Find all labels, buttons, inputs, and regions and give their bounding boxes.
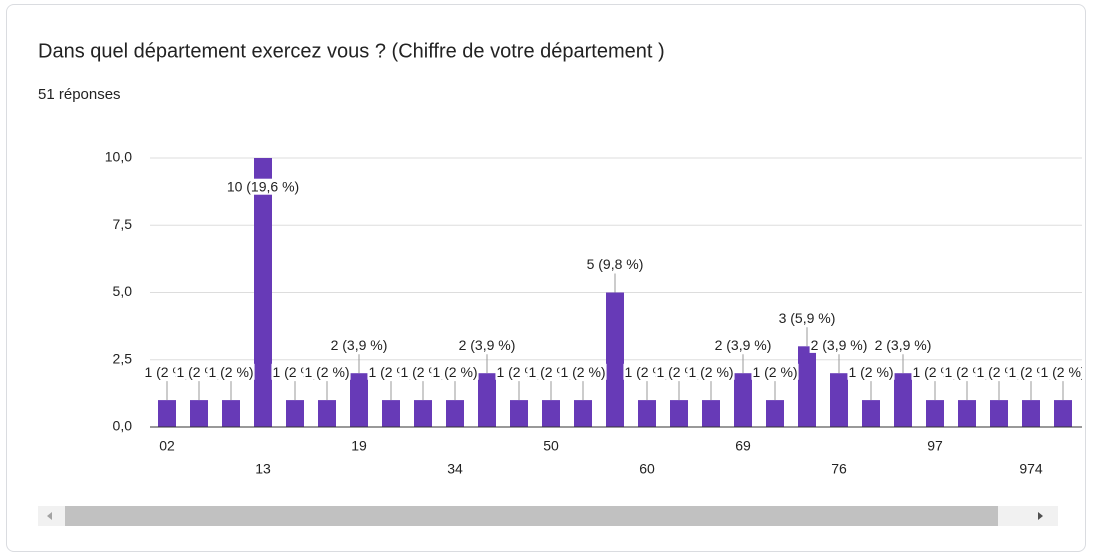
bar bbox=[542, 400, 560, 427]
data-label: 3 (5,9 %) bbox=[779, 310, 836, 326]
scroll-right[interactable] bbox=[1038, 512, 1043, 520]
data-label-bg bbox=[687, 363, 735, 380]
data-label-bg bbox=[809, 336, 869, 353]
scroll-left[interactable] bbox=[47, 512, 52, 520]
chart-title: Dans quel département exercez vous ? (Ch… bbox=[38, 40, 665, 62]
bar bbox=[350, 373, 368, 427]
x-tick-label: 69 bbox=[735, 438, 751, 454]
y-tick-label: 7,5 bbox=[113, 216, 133, 232]
data-label-bg bbox=[329, 336, 389, 353]
data-label-bg bbox=[585, 256, 645, 273]
data-label: 2 (3,9 %) bbox=[715, 337, 772, 353]
data-label: 1 (2 %) bbox=[304, 364, 349, 380]
bar bbox=[734, 373, 752, 427]
x-tick-label: 13 bbox=[255, 461, 271, 477]
bar bbox=[1022, 400, 1040, 427]
bar bbox=[254, 158, 272, 427]
bar bbox=[606, 292, 624, 427]
data-label-bg bbox=[457, 336, 517, 353]
bar bbox=[862, 400, 880, 427]
data-label-bg bbox=[303, 363, 351, 380]
scroll-thumb[interactable] bbox=[65, 506, 998, 526]
bar bbox=[286, 400, 304, 427]
data-label: 1 (2 %) bbox=[848, 364, 893, 380]
bar bbox=[766, 400, 784, 427]
bar bbox=[478, 373, 496, 427]
data-label: 1 (2 %) bbox=[560, 364, 605, 380]
data-label-bg bbox=[713, 336, 773, 353]
data-label: 1 (2 %) bbox=[752, 364, 797, 380]
bar bbox=[446, 400, 464, 427]
data-label-bg bbox=[1039, 363, 1082, 380]
y-tick-label: 10,0 bbox=[105, 149, 132, 165]
bar bbox=[190, 400, 208, 427]
x-tick-label: 60 bbox=[639, 461, 655, 477]
bar bbox=[638, 400, 656, 427]
bar bbox=[222, 400, 240, 427]
x-tick-label: 97 bbox=[927, 438, 943, 454]
bar bbox=[830, 373, 848, 427]
data-label-bg bbox=[559, 363, 607, 380]
bar bbox=[382, 400, 400, 427]
plot: 1 (2 %) 1 (2 %) 1 (2 %) 10 (19,6 %) 1 (2 %) 1… bbox=[143, 157, 1085, 428]
data-label-bg bbox=[847, 363, 895, 380]
data-label-bg bbox=[207, 363, 255, 380]
x-tick-label: 19 bbox=[351, 438, 367, 454]
data-label-bg bbox=[873, 336, 933, 353]
data-label: 1 (2 %) bbox=[432, 364, 477, 380]
bar bbox=[574, 400, 592, 427]
y-tick-label: 2,5 bbox=[113, 350, 133, 366]
x-tick-label: 76 bbox=[831, 461, 847, 477]
data-label: 1 (2 %) bbox=[208, 364, 253, 380]
bar bbox=[318, 400, 336, 427]
x-tick-label: 974 bbox=[1019, 461, 1043, 477]
bar bbox=[670, 400, 688, 427]
data-label: 2 (3,9 %) bbox=[875, 337, 932, 353]
bar bbox=[798, 346, 816, 427]
data-label: 2 (3,9 %) bbox=[811, 337, 868, 353]
bar bbox=[958, 400, 976, 427]
data-label-bg bbox=[777, 310, 837, 327]
x-tick-label: 34 bbox=[447, 461, 463, 477]
data-label-bg bbox=[751, 363, 799, 380]
bar bbox=[702, 400, 720, 427]
data-label: 2 (3,9 %) bbox=[459, 337, 516, 353]
bar bbox=[894, 373, 912, 427]
y-tick-label: 0,0 bbox=[113, 418, 133, 434]
data-label: 1 (2 %) bbox=[688, 364, 733, 380]
data-label-bg bbox=[431, 363, 479, 380]
bar bbox=[414, 400, 432, 427]
data-label: 1 (2 %) bbox=[1040, 364, 1085, 380]
data-label: 5 (9,8 %) bbox=[587, 256, 644, 272]
bar bbox=[510, 400, 528, 427]
x-tick-label: 02 bbox=[159, 438, 175, 454]
bar bbox=[1054, 400, 1072, 427]
chart-subtitle: 51 réponses bbox=[38, 86, 121, 103]
bar bbox=[926, 400, 944, 427]
data-label-bg bbox=[225, 178, 301, 195]
x-tick-label: 50 bbox=[543, 438, 559, 454]
bar bbox=[990, 400, 1008, 427]
y-tick-label: 5,0 bbox=[113, 283, 133, 299]
card bbox=[6, 4, 1086, 552]
data-label: 10 (19,6 %) bbox=[227, 179, 299, 195]
data-label: 2 (3,9 %) bbox=[331, 337, 388, 353]
bar bbox=[158, 400, 176, 427]
